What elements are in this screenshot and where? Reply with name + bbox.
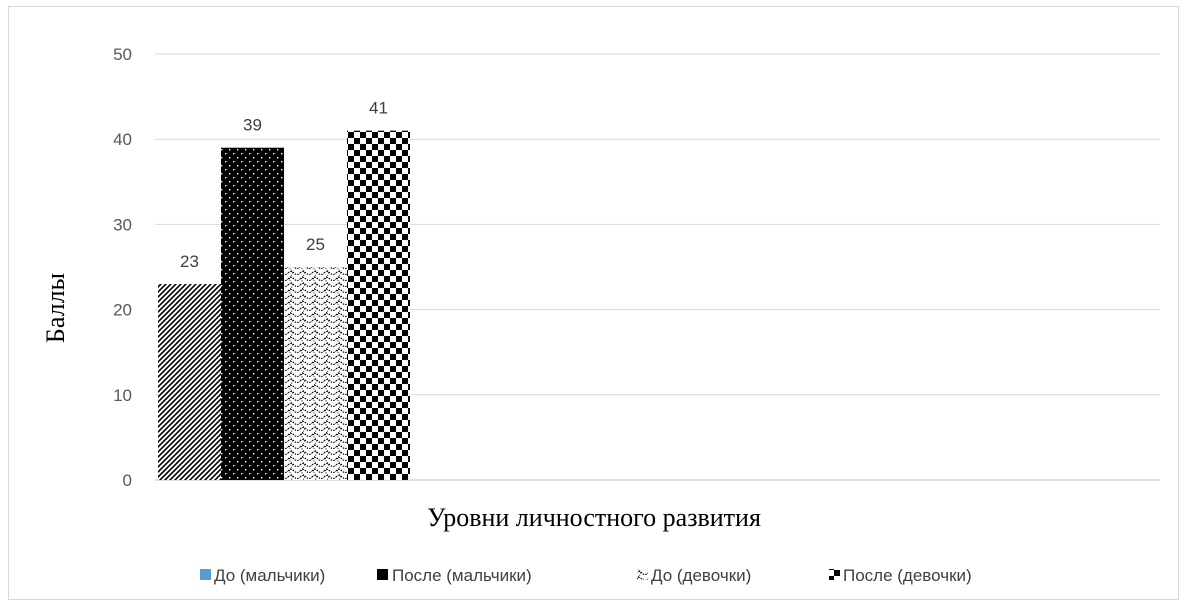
legend-marker-4 (829, 569, 840, 580)
legend-label: После (девочки) (843, 566, 972, 585)
data-label: 39 (243, 116, 262, 135)
bars (158, 130, 410, 480)
y-tick-label: 50 (113, 45, 132, 64)
legend-label: До (девочки) (651, 566, 751, 585)
y-axis-title: Баллы (41, 273, 70, 343)
data-label: 23 (180, 252, 199, 271)
bar-series-4 (347, 130, 410, 480)
bar-series-3 (284, 267, 347, 480)
y-tick-label: 40 (113, 130, 132, 149)
data-label: 41 (369, 99, 388, 118)
y-tick-label: 20 (113, 301, 132, 320)
data-label: 25 (306, 235, 325, 254)
y-axis-ticks: 0 10 20 30 40 50 (113, 45, 132, 490)
y-tick-label: 30 (113, 215, 132, 234)
bar-series-2 (221, 147, 284, 480)
y-tick-label: 10 (113, 386, 132, 405)
data-labels: 23 39 25 41 (180, 99, 388, 271)
bar-series-1 (158, 284, 221, 480)
legend-marker-1 (200, 569, 211, 580)
y-tick-label: 0 (123, 471, 132, 490)
legend-label: До (мальчики) (214, 566, 325, 585)
legend-marker-3 (637, 569, 648, 580)
x-axis-title: Уровни личностного развития (427, 503, 761, 532)
legend: До (мальчики) После (мальчики) До (девочки… (200, 566, 972, 585)
legend-marker-2 (377, 569, 388, 580)
legend-label: После (мальчики) (392, 566, 532, 585)
